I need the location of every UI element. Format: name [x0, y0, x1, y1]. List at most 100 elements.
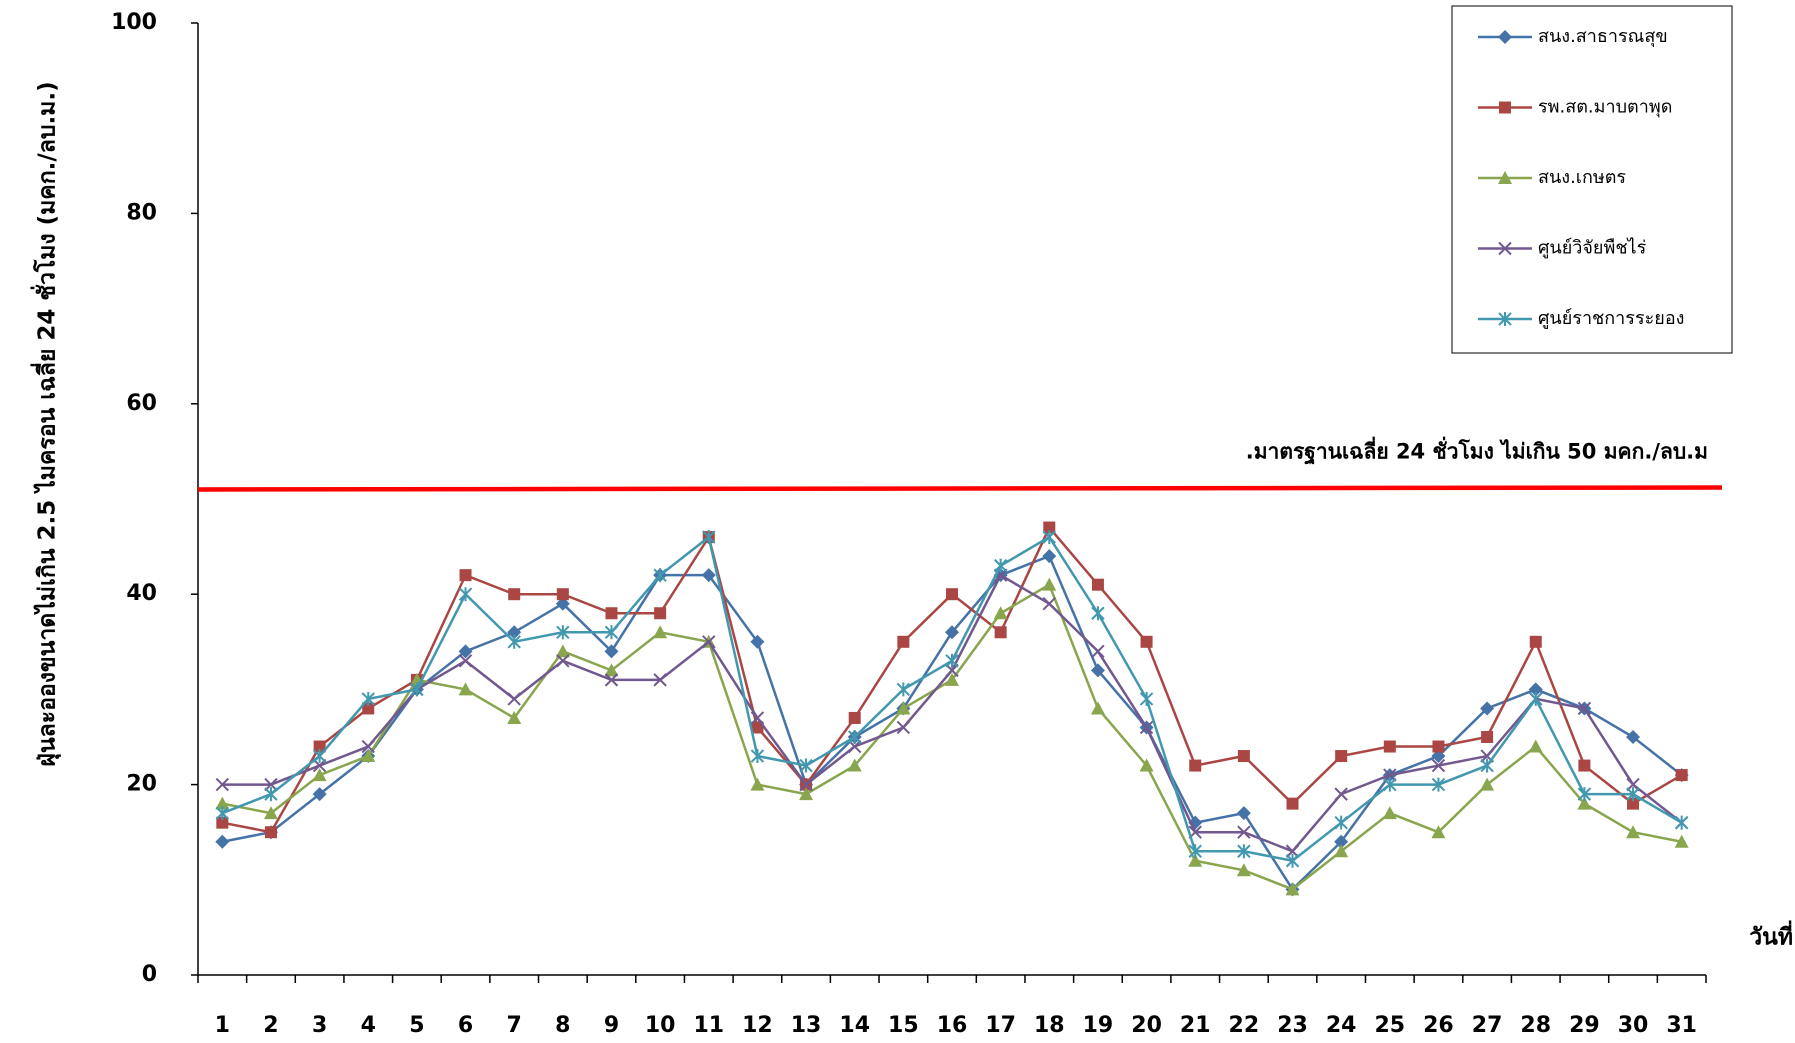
data-point	[507, 692, 521, 706]
data-point	[1529, 691, 1543, 706]
data-point	[555, 644, 570, 658]
data-point	[1577, 796, 1592, 810]
data-point	[1139, 720, 1154, 735]
x-tick-label: 28	[1520, 1013, 1551, 1038]
x-tick-label: 24	[1326, 1013, 1357, 1038]
x-tick-label: 31	[1666, 1013, 1697, 1038]
data-point	[1431, 749, 1446, 764]
data-point	[945, 625, 959, 640]
data-point	[507, 710, 522, 724]
data-point	[848, 739, 862, 754]
data-point	[1335, 750, 1348, 763]
data-point	[1626, 730, 1641, 744]
data-point	[1236, 863, 1251, 877]
data-point	[604, 663, 619, 677]
x-tick-label: 12	[742, 1013, 773, 1038]
data-point	[848, 730, 862, 744]
x-tick-label: 6	[458, 1013, 473, 1038]
data-point	[605, 607, 618, 620]
data-point	[1674, 834, 1689, 848]
data-point	[751, 721, 764, 734]
data-point	[1188, 853, 1203, 867]
data-point	[507, 634, 521, 649]
data-point	[1480, 758, 1494, 773]
legend-label: รพ.สต.มาบตาพุด	[1538, 97, 1672, 118]
data-point	[848, 711, 861, 724]
data-point	[945, 653, 959, 668]
data-point	[264, 826, 277, 839]
x-tick-label: 25	[1374, 1013, 1405, 1038]
data-point	[1674, 815, 1689, 830]
data-point	[1480, 777, 1495, 791]
data-point	[896, 682, 911, 697]
data-point	[1285, 882, 1300, 896]
x-tick-label: 10	[645, 1013, 676, 1038]
data-point	[1382, 806, 1397, 820]
data-point	[847, 758, 862, 772]
legend-label: ศูนย์ราชการระยอง	[1538, 308, 1684, 329]
data-point	[1139, 691, 1154, 706]
data-point	[799, 777, 813, 792]
legend-box	[1451, 5, 1733, 354]
data-point	[313, 740, 326, 753]
data-point	[1090, 663, 1105, 678]
x-tick-label: 9	[604, 1013, 619, 1038]
data-point	[312, 749, 327, 764]
data-point	[653, 568, 667, 583]
data-point	[1529, 635, 1542, 648]
data-point	[993, 558, 1008, 573]
series-line	[221, 534, 1683, 863]
data-point	[1237, 750, 1250, 763]
data-point	[1091, 606, 1105, 621]
data-point	[750, 634, 765, 649]
data-point	[1334, 834, 1349, 849]
x-tick-label: 15	[888, 1013, 919, 1038]
x-tick-label: 27	[1472, 1013, 1503, 1038]
data-point	[361, 691, 375, 706]
y-tick-label: 100	[111, 10, 157, 35]
data-point	[1286, 797, 1299, 810]
data-point	[1188, 844, 1202, 859]
data-point	[604, 625, 619, 640]
data-point	[458, 587, 473, 602]
data-point	[1042, 577, 1057, 591]
data-point	[1091, 644, 1105, 659]
data-point	[1383, 777, 1397, 792]
data-point	[263, 806, 278, 820]
x-tick-label: 19	[1083, 1013, 1114, 1038]
x-tick-label: 11	[693, 1013, 724, 1038]
y-tick-label: 40	[126, 581, 157, 606]
data-point	[216, 816, 229, 829]
data-point	[1383, 768, 1397, 782]
data-point	[1383, 740, 1396, 753]
data-point	[896, 701, 911, 715]
data-point	[702, 530, 716, 545]
data-point	[556, 654, 570, 668]
data-point	[1627, 797, 1640, 810]
x-tick-label: 22	[1229, 1013, 1260, 1038]
data-point	[1237, 825, 1251, 839]
data-point	[1236, 806, 1251, 821]
data-point	[1285, 853, 1300, 868]
x-tick-label: 18	[1034, 1013, 1065, 1038]
x-tick-label: 16	[937, 1013, 968, 1038]
legend-marker	[1499, 101, 1511, 114]
data-point	[1237, 844, 1251, 859]
data-point	[993, 606, 1008, 620]
y-tick-label: 0	[142, 962, 157, 987]
data-point	[215, 806, 230, 821]
x-tick-label: 13	[791, 1013, 822, 1038]
x-tick-label: 30	[1618, 1013, 1649, 1038]
x-tick-label: 8	[555, 1013, 570, 1038]
data-point	[945, 663, 959, 678]
legend-marker	[1498, 171, 1512, 184]
data-point	[458, 654, 473, 668]
legend-label: ศูนย์วิจัยพืชไร่	[1538, 237, 1647, 259]
data-point	[459, 569, 472, 582]
data-point	[702, 635, 716, 649]
data-point	[507, 625, 522, 640]
data-point	[1042, 597, 1056, 611]
data-point	[556, 588, 569, 601]
data-point	[994, 626, 1007, 639]
